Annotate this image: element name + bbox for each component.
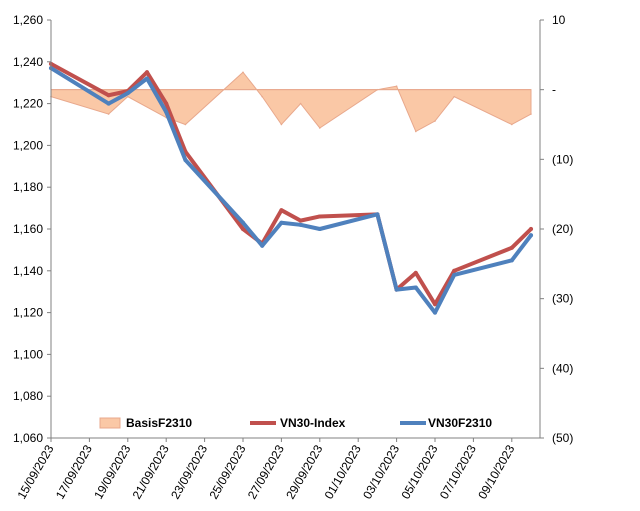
vn30f2310-point: [125, 91, 130, 96]
vn30f2310-point: [241, 220, 245, 225]
vn30f2310-point: [394, 287, 399, 292]
vn30-index-point: [529, 227, 533, 231]
vn30-index-line: [49, 61, 533, 307]
vn30f2310-point: [433, 310, 437, 315]
left-tick-label: 1,200: [13, 138, 43, 152]
right-tick-label: (50): [552, 431, 573, 445]
vn30f2310-point: [106, 101, 111, 106]
right-tick-label: (20): [552, 222, 573, 236]
x-tick-label: 21/09/2023: [130, 442, 172, 501]
vn30f2310-point: [452, 272, 457, 277]
basis-point: [261, 95, 264, 98]
right-tick-label: (30): [552, 292, 573, 306]
x-tick-label: 07/10/2023: [437, 442, 479, 501]
left-tick-label: 1,080: [13, 389, 43, 403]
basis-point: [319, 127, 321, 129]
basis-point: [376, 88, 379, 91]
line-series-layer: [49, 61, 533, 315]
vn30-index-point: [317, 214, 322, 219]
x-tick-label: 01/10/2023: [322, 442, 364, 501]
basis-point: [299, 102, 302, 105]
legend-label: VN30-Index: [280, 416, 346, 430]
basis-point: [280, 123, 283, 126]
basis-point: [530, 113, 532, 115]
vn30f2310-point: [509, 258, 514, 263]
basis-point: [511, 123, 513, 126]
vn30f2310-point: [279, 220, 284, 225]
vn30-index-point: [298, 218, 303, 223]
x-tick-label: 19/09/2023: [91, 442, 133, 501]
basis-area: [50, 71, 532, 133]
vn30-index-point: [509, 245, 514, 250]
vn30f2310-point: [145, 76, 149, 81]
vn30f2310-point: [375, 212, 380, 217]
vn30f2310-point: [317, 227, 322, 231]
x-tick-label: 17/09/2023: [53, 442, 95, 501]
basis-point: [107, 113, 110, 115]
x-tick-label: 05/10/2023: [398, 442, 440, 501]
vn30f2310-point: [529, 233, 533, 238]
vn30-index-point: [164, 101, 169, 106]
vn30-index-point: [452, 268, 457, 273]
vn30-index-point: [106, 93, 111, 98]
vn30f2310-point: [413, 285, 418, 290]
x-tick-label: 23/09/2023: [168, 442, 210, 501]
basis-point: [434, 120, 436, 122]
vn30-index-point: [145, 70, 149, 75]
vn30f2310-point: [183, 158, 188, 163]
vn30-index-point: [413, 270, 418, 275]
left-tick-label: 1,260: [13, 13, 43, 27]
left-tick-label: 1,240: [13, 55, 43, 69]
x-tick-label: 15/09/2023: [14, 442, 56, 501]
left-tick-label: 1,140: [13, 264, 43, 278]
left-tick-label: 1,220: [13, 97, 43, 111]
basis-point: [453, 95, 456, 98]
vn30f2310-point: [260, 243, 265, 248]
vn30f2310-line: [49, 66, 533, 315]
vn30-index-point: [433, 302, 437, 307]
right-tick-label: -: [552, 83, 556, 97]
x-tick-label: 25/09/2023: [206, 442, 248, 501]
basis-point: [127, 95, 129, 98]
basis-point: [415, 130, 417, 133]
legend-swatch: [99, 417, 121, 429]
right-tick-label: (40): [552, 361, 573, 375]
left-tick-label: 1,160: [13, 222, 43, 236]
vn30f2310-point: [298, 222, 303, 227]
vn30-index-point: [241, 227, 245, 231]
x-tick-label: 09/10/2023: [475, 442, 517, 501]
legend-item-vn30-index: VN30-Index: [250, 416, 346, 430]
x-tick-label: 03/10/2023: [360, 442, 402, 501]
basis-area-layer: [50, 71, 532, 133]
legend: BasisF2310 VN30-Index VN30F2310: [99, 416, 492, 430]
legend-label: BasisF2310: [126, 416, 192, 430]
left-tick-label: 1,120: [13, 306, 43, 320]
legend-item-basisf2310: BasisF2310: [99, 416, 192, 430]
basis-point: [395, 85, 398, 87]
basis-point: [242, 71, 244, 74]
legend-item-vn30f2310: VN30F2310: [400, 416, 492, 430]
left-tick-label: 1,180: [13, 180, 43, 194]
basis-point: [184, 123, 187, 126]
x-tick-label: 27/09/2023: [245, 442, 287, 501]
left-tick-label: 1,100: [13, 347, 43, 361]
left-tick-label: 1,060: [13, 431, 43, 445]
x-tick-label: 29/09/2023: [283, 442, 325, 501]
vn30f2310-point: [164, 109, 169, 114]
legend-label: VN30F2310: [428, 416, 492, 430]
right-tick-label: (10): [552, 152, 573, 166]
right-tick-label: 10: [552, 13, 566, 27]
vn30-index-point: [279, 208, 284, 213]
